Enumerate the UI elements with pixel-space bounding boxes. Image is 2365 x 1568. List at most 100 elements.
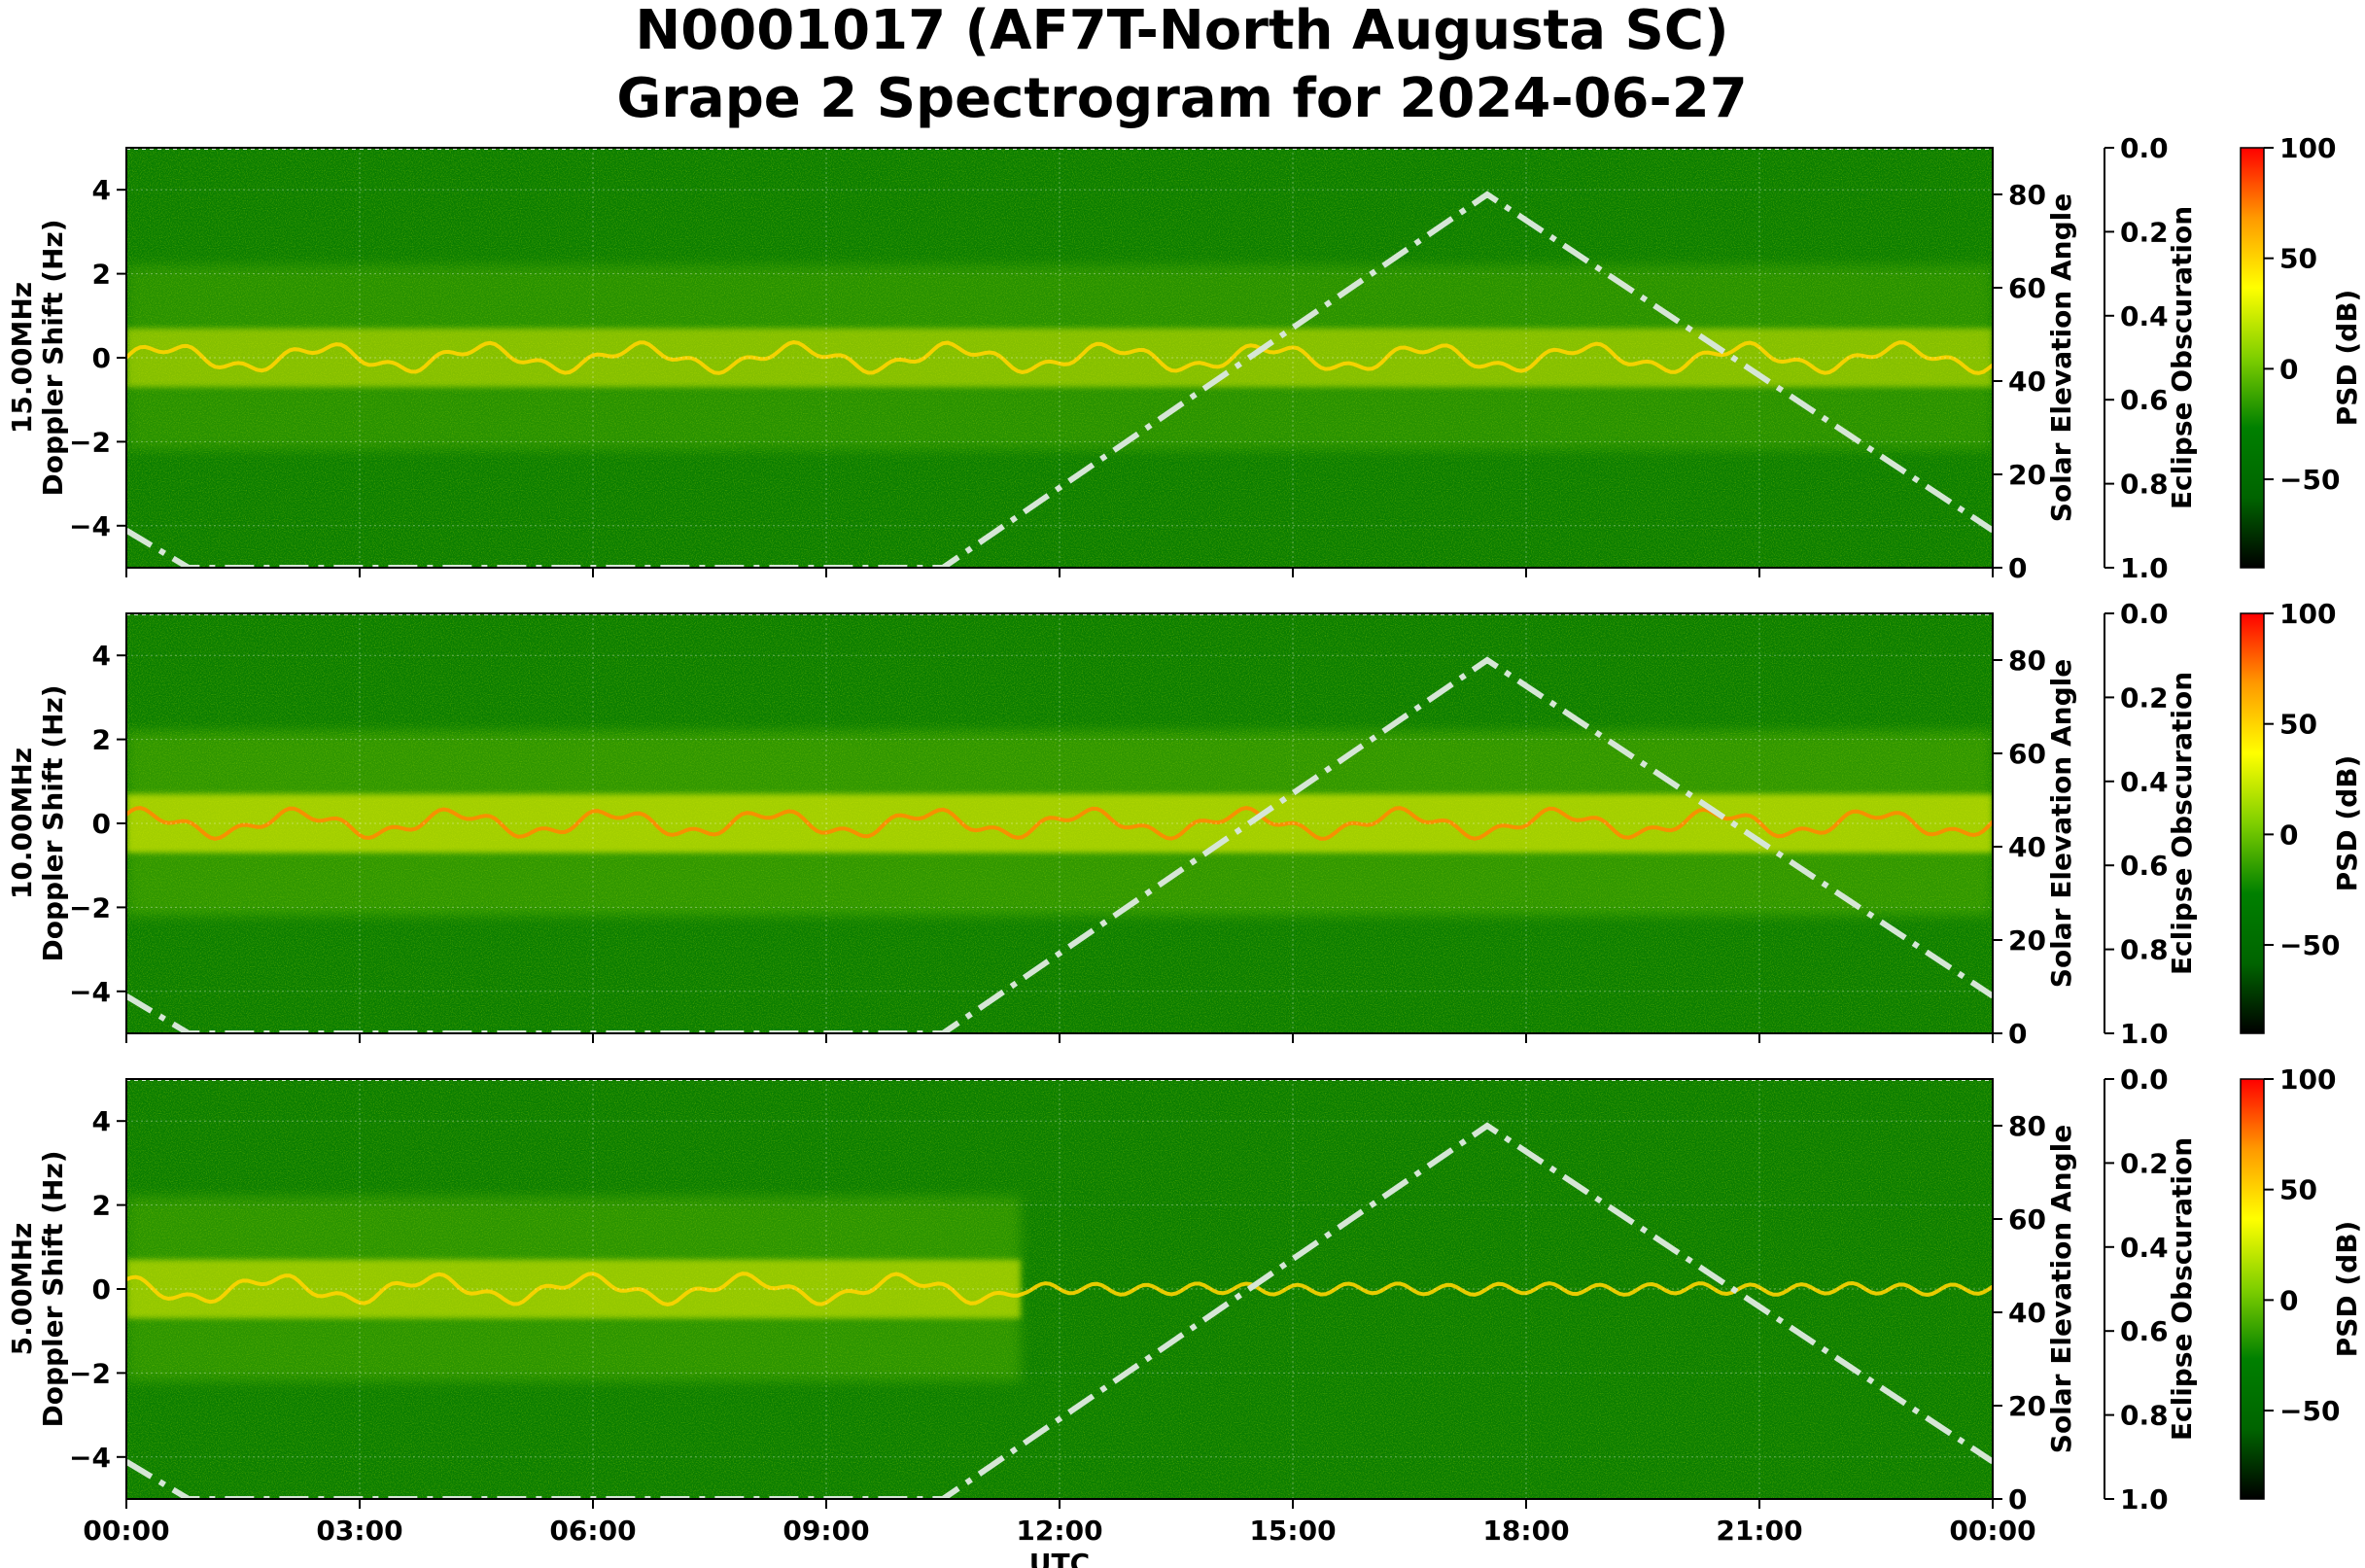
y-tick-label: 0 [92,808,111,840]
elevation-tick-label: 80 [2008,645,2046,677]
y-tick-label: −4 [69,1442,111,1474]
eclipse-tick-label: 1.0 [2120,552,2169,584]
x-tick-label: 09:00 [783,1515,869,1547]
colorbar-tick-label: −50 [2279,464,2340,496]
y-axis-label-freq: 15.00MHz [6,282,38,434]
y-tick-label: 4 [92,640,111,672]
y-tick-label: 4 [92,1105,111,1137]
eclipse-tick-label: 0.2 [2120,216,2169,248]
elevation-tick-label: 60 [2008,738,2046,770]
y-axis-label-doppler: Doppler Shift (Hz) [37,684,69,961]
colorbar-label: PSD (dB) [2331,1221,2363,1358]
y-tick-label: 4 [92,174,111,206]
colorbar-tick-label: 50 [2279,1174,2317,1206]
elevation-tick-label: 20 [2008,924,2046,957]
elevation-tick-label: 60 [2008,1203,2046,1236]
y-tick-label: −4 [69,510,111,542]
eclipse-axis-label: Eclipse Obscuration [2166,1137,2198,1441]
colorbar-label: PSD (dB) [2331,755,2363,892]
x-tick-label: 18:00 [1482,1515,1569,1547]
eclipse-tick-label: 0.8 [2120,1400,2169,1432]
x-tick-label: 21:00 [1716,1515,1802,1547]
panel-1: 420−2−415.00MHz Doppler Shift (Hz)8060402… [6,132,2363,584]
eclipse-tick-label: 0.4 [2120,766,2169,798]
colorbar-tick-label: 50 [2279,709,2317,741]
eclipse-tick-label: 0.8 [2120,934,2169,966]
colorbar-tick-label: 100 [2279,598,2336,630]
y-tick-label: 2 [92,724,111,756]
elevation-tick-label: 80 [2008,1110,2046,1142]
eclipse-axis-label: Eclipse Obscuration [2166,206,2198,509]
x-tick-label: 00:00 [1949,1515,2035,1547]
colorbar-tick-label: 100 [2279,132,2336,164]
elevation-tick-label: 40 [2008,366,2046,398]
elevation-tick-label: 60 [2008,272,2046,304]
eclipse-tick-label: 0.4 [2120,300,2169,332]
eclipse-tick-label: 1.0 [2120,1483,2169,1516]
elevation-tick-label: 40 [2008,1297,2046,1329]
colorbar-label: PSD (dB) [2331,290,2363,427]
colorbar [2240,1078,2265,1500]
y-tick-label: 0 [92,1273,111,1306]
solar-elevation-curve [126,656,1993,1033]
elevation-tick-label: 40 [2008,831,2046,863]
y-axis-label-freq: 5.00MHz [6,1223,38,1356]
spectrogram-image [126,148,1993,568]
elevation-tick-label: 20 [2008,459,2046,491]
figure-title-line2: Grape 2 Spectrogram for 2024-06-27 [616,67,1747,130]
eclipse-tick-label: 0.8 [2120,469,2169,501]
eclipse-tick-label: 0.6 [2120,384,2169,416]
eclipse-axis-label: Eclipse Obscuration [2166,672,2198,975]
panel-3: 420−2−45.00MHz Doppler Shift (Hz)80604020… [6,1063,2363,1568]
eclipse-tick-label: 0.0 [2120,598,2169,630]
elevation-tick-label: 20 [2008,1390,2046,1422]
elevation-tick-label: 0 [2008,1018,2027,1050]
solar-elevation-curve [126,191,1993,568]
colorbar-tick-label: 0 [2279,1284,2298,1316]
doppler-trace [126,340,1993,375]
eclipse-tick-label: 0.6 [2120,1315,2169,1347]
eclipse-tick-label: 0.2 [2120,1147,2169,1179]
elevation-axis-label: Solar Elevation Angle [2045,1125,2077,1453]
eclipse-tick-label: 0.4 [2120,1232,2169,1264]
elevation-axis-label: Solar Elevation Angle [2045,193,2077,522]
y-tick-label: 2 [92,259,111,291]
signal-band [126,328,1993,388]
x-tick-label: 12:00 [1016,1515,1102,1547]
colorbar-tick-label: 100 [2279,1063,2336,1096]
x-tick-label: 06:00 [549,1515,636,1547]
colorbar-tick-label: 0 [2279,353,2298,385]
elevation-tick-label: 80 [2008,179,2046,211]
y-tick-label: 2 [92,1190,111,1222]
x-tick-label: 15:00 [1249,1515,1336,1547]
colorbar [2240,612,2265,1034]
eclipse-tick-label: 0.6 [2120,850,2169,882]
y-tick-label: −2 [69,1357,111,1389]
panel-2: 420−2−410.00MHz Doppler Shift (Hz)8060402… [6,598,2363,1050]
elevation-axis-label: Solar Elevation Angle [2045,659,2077,988]
colorbar-tick-label: −50 [2279,1395,2340,1427]
y-tick-label: −4 [69,976,111,1008]
eclipse-tick-label: 0.2 [2120,681,2169,714]
x-axis-label: UTC [1029,1548,1090,1568]
colorbar-tick-label: 50 [2279,243,2317,275]
eclipse-tick-label: 0.0 [2120,132,2169,164]
y-axis-label-freq: 10.00MHz [6,748,38,899]
y-axis-label-doppler: Doppler Shift (Hz) [37,1150,69,1427]
eclipse-tick-label: 0.0 [2120,1063,2169,1096]
elevation-tick-label: 0 [2008,1483,2027,1516]
x-tick-label: 00:00 [83,1515,169,1547]
y-axis-label-doppler: Doppler Shift (Hz) [37,219,69,496]
y-tick-label: −2 [69,891,111,923]
elevation-tick-label: 0 [2008,552,2027,584]
eclipse-tick-label: 1.0 [2120,1018,2169,1050]
solar-elevation-curve [126,1122,1993,1499]
y-tick-label: 0 [92,342,111,374]
spectrogram-image [126,613,1993,1033]
doppler-trace [126,806,1993,841]
y-tick-label: −2 [69,426,111,458]
figure-title-line1: N0001017 (AF7T-North Augusta SC) [635,0,1728,62]
colorbar-tick-label: 0 [2279,819,2298,851]
doppler-trace [126,1272,1993,1307]
